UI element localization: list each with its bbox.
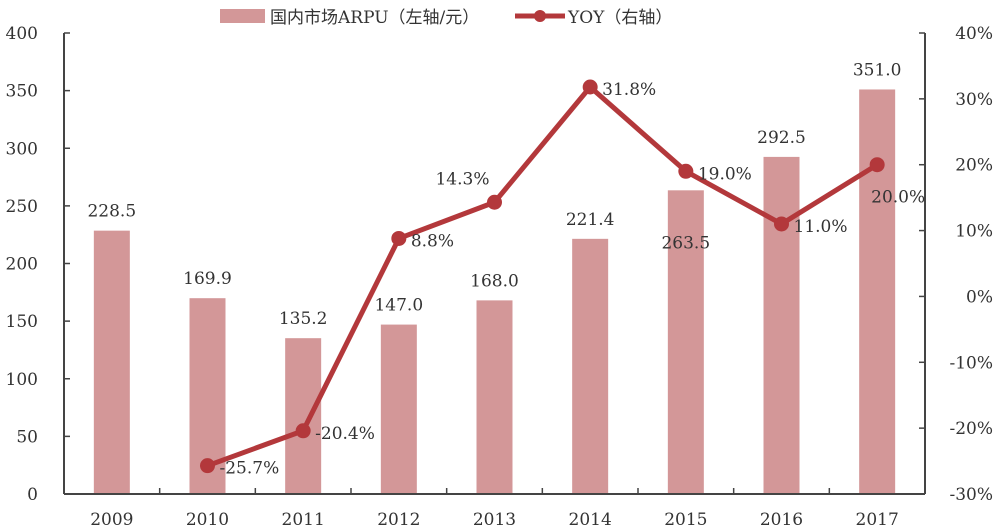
left-tick-label: 300: [6, 139, 38, 159]
yoy-value-label: 20.0%: [871, 188, 925, 208]
yoy-point-2016: [774, 216, 789, 232]
bar-value-label: 292.5: [757, 128, 806, 148]
left-tick-label: 0: [27, 485, 38, 505]
right-tick-label: -30%: [949, 485, 993, 505]
bar-2014: [572, 238, 609, 494]
bar-2012: [380, 324, 417, 494]
yoy-point-2011: [295, 423, 311, 439]
bar-2016: [763, 156, 800, 495]
yoy-point-2010: [200, 458, 215, 474]
left-tick-label: 400: [6, 24, 38, 44]
right-tick-label: 30%: [955, 90, 993, 110]
x-tick-label: 2009: [90, 510, 133, 530]
legend: 国内市场ARPU（左轴/元） YOY（右轴）: [220, 8, 672, 28]
x-tick-label: 2011: [282, 510, 325, 530]
bar-value-label: 221.4: [566, 210, 615, 230]
yoy-value-label: -25.7%: [220, 459, 280, 479]
yoy-point-2012: [391, 230, 407, 246]
yoy-point-2013: [487, 194, 502, 210]
bar-2009: [93, 230, 130, 494]
left-tick-label: 350: [6, 82, 38, 102]
x-tick-label: 2017: [856, 510, 899, 530]
bar-value-label: 351.0: [853, 60, 902, 80]
bar-2013: [476, 300, 513, 494]
bar-value-label: 147.0: [374, 296, 423, 316]
bar-value-label: 263.5: [661, 233, 710, 253]
yoy-value-label: 8.8%: [411, 231, 454, 251]
legend-line-label: YOY（右轴）: [567, 8, 672, 28]
right-tick-label: -20%: [949, 419, 993, 439]
bar-2017: [859, 89, 896, 494]
right-tick-label: 10%: [955, 222, 993, 242]
left-tick-label: 50: [16, 427, 38, 447]
left-tick-label: 200: [6, 255, 38, 275]
bar-value-label: 135.2: [279, 309, 328, 329]
yoy-line: [206, 84, 879, 469]
x-tick-label: 2012: [377, 510, 420, 530]
left-tick-label: 100: [6, 370, 38, 390]
x-tick-label: 2014: [569, 510, 612, 530]
right-tick-label: 40%: [955, 24, 993, 44]
bar-value-label: 169.9: [183, 269, 232, 289]
x-tick-label: 2016: [760, 510, 803, 530]
right-tick-label: 0%: [966, 287, 993, 307]
x-tick-label: 2013: [473, 510, 516, 530]
bar-2011: [285, 338, 322, 494]
yoy-point-2014: [582, 79, 598, 95]
bar-value-label: 168.0: [470, 271, 519, 291]
legend-line-marker: [534, 10, 546, 22]
yoy-value-label: 19.0%: [698, 164, 752, 184]
right-tick-label: 20%: [955, 156, 993, 176]
yoy-value-label: 11.0%: [794, 217, 848, 237]
bar-value-label: 228.5: [87, 202, 136, 222]
legend-bar-label: 国内市场ARPU（左轴/元）: [270, 8, 479, 28]
yoy-value-label: -20.4%: [315, 424, 375, 444]
x-tick-label: 2015: [664, 510, 707, 530]
yoy-point-2017: [869, 157, 885, 173]
legend-bar-swatch: [220, 9, 265, 23]
yoy-point-2015: [678, 163, 694, 179]
yoy-value-label: 14.3%: [435, 169, 489, 189]
right-tick-label: -10%: [949, 353, 993, 373]
left-tick-label: 250: [6, 197, 38, 217]
bar-2015: [667, 190, 704, 494]
left-tick-label: 150: [6, 312, 38, 332]
x-tick-label: 2010: [186, 510, 229, 530]
yoy-value-label: 31.8%: [602, 80, 656, 100]
